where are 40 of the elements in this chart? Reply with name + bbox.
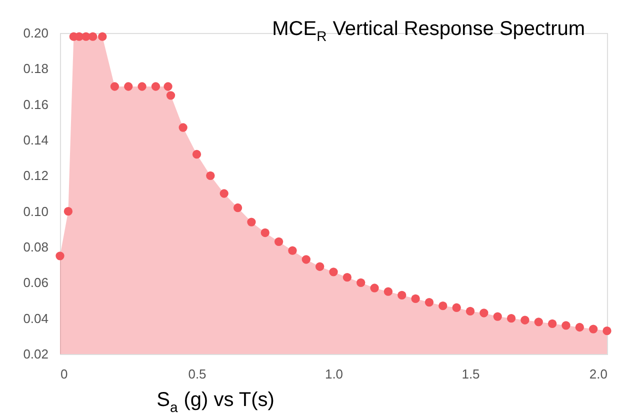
point [220,189,228,198]
point [164,82,172,91]
point [247,218,256,226]
point [56,252,64,260]
point [452,303,461,312]
y-tick-label: 0.14 [23,132,48,148]
point [424,298,434,307]
point [260,228,270,238]
point [398,290,406,300]
point [329,268,338,276]
point [206,171,215,180]
y-tick-label: 0.12 [23,168,48,184]
y-tick-label: 0.20 [23,26,48,40]
y-tick-label: 0.02 [23,346,48,362]
y-tick-label: 0.08 [23,240,48,254]
point [370,284,379,292]
x-tick-label: 0 [60,366,68,382]
x-tick-label: 0.5 [188,366,206,382]
point [480,308,488,318]
y-tick-label: 0.18 [23,61,48,76]
point [302,255,310,264]
x-tick-label: 2.0 [589,366,608,382]
x-tick-label: 1.5 [462,366,480,382]
point [288,246,297,255]
point [192,150,202,159]
y-tick-label: 0.16 [23,96,48,112]
y-tick-label: 0.04 [23,310,48,326]
y-tick-label: 0.10 [23,204,48,219]
y-tick-label: 0.06 [23,275,48,290]
point [411,294,420,304]
point [166,91,176,100]
point [98,32,107,41]
point [384,287,393,296]
point [233,203,242,212]
point [342,272,352,282]
x-tick-label: 1.0 [324,366,344,382]
point [356,278,366,287]
point [315,262,324,271]
point [274,237,284,246]
point [178,123,188,132]
